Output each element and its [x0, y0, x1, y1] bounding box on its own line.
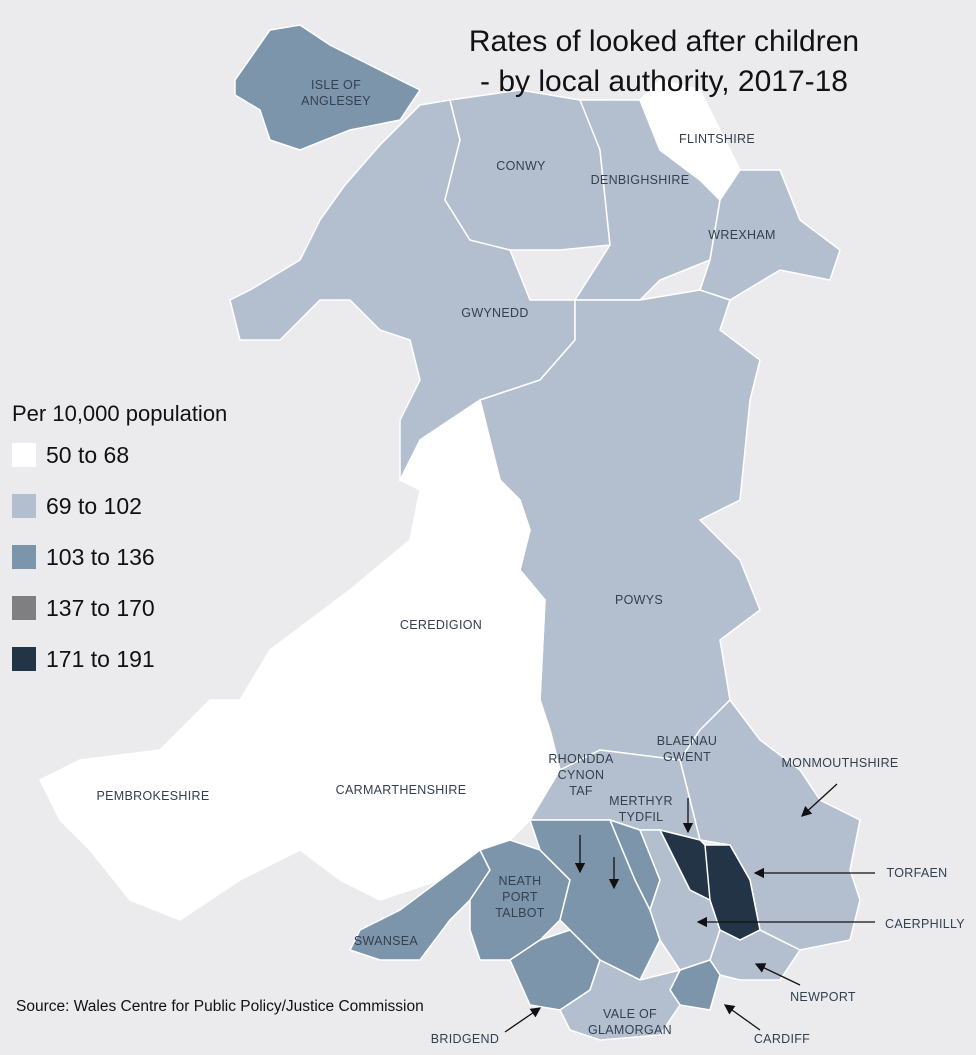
region-label: PORT — [502, 890, 538, 904]
region-label: FLINTSHIRE — [679, 132, 755, 146]
region-labels: ISLE OF ANGLESEY CONWY DENBIGHSHIRE FLINTSHI… — [97, 78, 965, 1046]
title-line: Rates of looked after children — [469, 25, 859, 58]
region-label: GWENT — [663, 750, 711, 764]
region-label: NEATH — [499, 874, 542, 888]
legend-label: 50 to 68 — [46, 442, 129, 468]
region-label: TAF — [569, 784, 593, 798]
arrow — [754, 963, 801, 986]
region-label: ISLE OF — [311, 78, 361, 92]
region-shape — [559, 958, 682, 1041]
region-label: ANGLESEY — [301, 94, 371, 108]
region-label: MONMOUTHSHIRE — [781, 756, 898, 770]
region-label: NEWPORT — [790, 990, 856, 1004]
region-label: TORFAEN — [887, 866, 948, 880]
legend-swatch — [12, 494, 36, 518]
region-label: POWYS — [615, 593, 663, 607]
arrow — [504, 1007, 542, 1033]
region-label: TALBOT — [495, 906, 545, 920]
wales-map — [38, 24, 861, 1041]
region-label: CAERPHILLY — [885, 917, 965, 931]
legend-label: 171 to 191 — [46, 646, 155, 672]
region-label: VALE OF — [603, 1007, 657, 1021]
legend-label: 137 to 170 — [46, 595, 155, 621]
region-label: CYNON — [558, 768, 605, 782]
legend-swatch — [12, 647, 36, 671]
region-shape — [699, 169, 841, 301]
arrow — [723, 1004, 761, 1031]
region-label: RHONDDA — [548, 752, 614, 766]
region-label: CARMARTHENSHIRE — [336, 783, 467, 797]
legend-label: 103 to 136 — [46, 544, 155, 570]
region-label: MERTHYR — [609, 794, 673, 808]
region-shape — [709, 928, 802, 981]
legend-swatch — [12, 545, 36, 569]
region-label: BRIDGEND — [431, 1032, 499, 1046]
region-label: GLAMORGAN — [588, 1023, 672, 1037]
legend-swatch — [12, 443, 36, 467]
legend-label: 69 to 102 — [46, 493, 142, 519]
region-label: DENBIGHSHIRE — [591, 173, 690, 187]
region-shape — [679, 698, 861, 951]
region-label: PEMBROKESHIRE — [97, 789, 210, 803]
region-label: CONWY — [496, 159, 546, 173]
arrows — [504, 783, 875, 1033]
region-label: BLAENAU — [657, 734, 717, 748]
region-label: CARDIFF — [754, 1032, 810, 1046]
title-line: - by local authority, 2017-18 — [480, 65, 848, 98]
legend-title: Per 10,000 population — [12, 401, 227, 426]
region-label: WREXHAM — [708, 228, 775, 242]
region-shape — [444, 89, 611, 251]
legend-swatch — [12, 596, 36, 620]
region-label: SWANSEA — [354, 934, 419, 948]
region-shape — [234, 24, 422, 151]
source: Source: Wales Centre for Public Policy/J… — [16, 998, 424, 1015]
region-label: GWYNEDD — [461, 306, 528, 320]
region-label: TYDFIL — [619, 810, 664, 824]
legend: Per 10,000 population 50 to 68 69 to 102 1… — [12, 401, 227, 672]
region-label: CEREDIGION — [400, 618, 482, 632]
title: Rates of looked after children - by local… — [469, 25, 859, 98]
arrow — [801, 783, 838, 817]
